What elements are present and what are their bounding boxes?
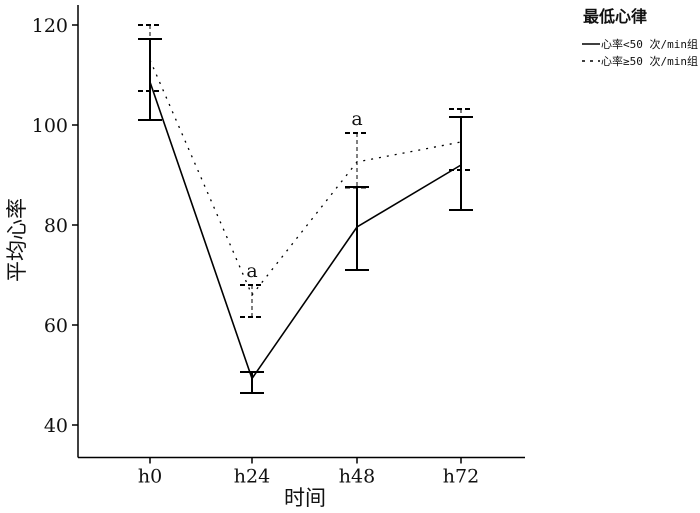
series-line [149, 59, 462, 297]
x-tick-label: h48 [339, 466, 375, 488]
y-tick-label: 60 [44, 315, 68, 337]
legend-item-dashed: 心率≥50 次/min组 [601, 54, 698, 68]
y-tick-label: 80 [44, 215, 68, 237]
legend-item-solid: 心率<50 次/min组 [601, 37, 698, 51]
x-axis-label: 时间 [284, 486, 326, 510]
x-tick-label: h72 [443, 466, 479, 488]
series-line [149, 81, 462, 381]
x-tick-label: h24 [234, 466, 270, 488]
significance-annotation: a [351, 108, 362, 130]
y-tick-label: 100 [32, 115, 68, 137]
y-tick-label: 40 [44, 415, 68, 437]
series-dashed [138, 24, 473, 318]
y-axis-label: 平均心率 [5, 198, 29, 282]
legend-title: 最低心律 [583, 7, 647, 26]
x-tick-label: h0 [138, 466, 162, 488]
series-solid [138, 38, 473, 394]
y-tick-label: 120 [32, 15, 68, 37]
significance-annotation: a [246, 260, 257, 282]
